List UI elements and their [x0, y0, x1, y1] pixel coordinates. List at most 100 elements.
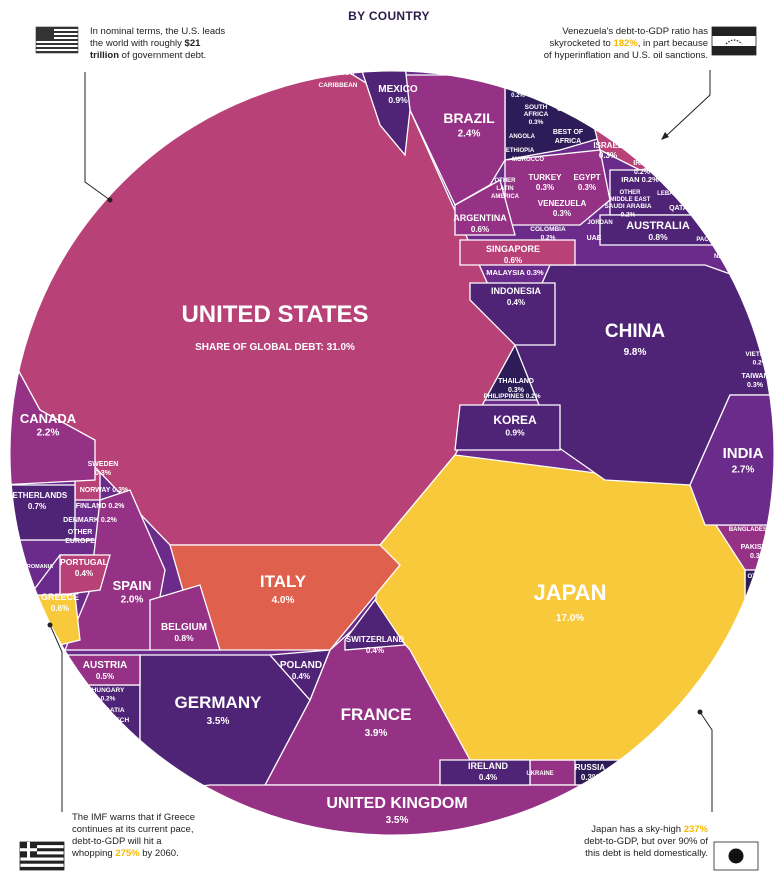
label-croatia: CROATIA: [95, 707, 124, 714]
value-sweden: 0.3%: [95, 470, 112, 477]
label-colombia: COLOMBIA: [530, 226, 566, 233]
venezuela-leader-line: [664, 70, 711, 138]
chart-cells: [10, 71, 774, 835]
greece-leader-dot: [47, 622, 53, 628]
chart-outline: [9, 70, 775, 836]
value-egypt: 0.3%: [578, 183, 596, 192]
value-iraq: 0.2%: [634, 169, 651, 176]
value-taiwan: 0.3%: [747, 382, 764, 389]
value-poland: 0.4%: [292, 672, 310, 681]
label-belgium: BELGIUM: [161, 622, 207, 633]
label-portugal: PORTUGAL: [60, 557, 108, 567]
label-czech: CZECH: [107, 717, 130, 724]
value-argentina: 0.6%: [471, 225, 489, 234]
label-denmark: DENMARK 0.2%: [63, 517, 117, 524]
cell-argentina: [454, 179, 516, 236]
label-other-europe-2: EUROPE: [65, 538, 95, 545]
label-other-latin-america-2: LATIN: [496, 186, 513, 192]
cell-ireland: [439, 759, 531, 786]
label-mexico: MEXICO: [378, 84, 418, 95]
value-colombia: 0.2%: [541, 235, 556, 242]
label-israel: ISRAEL: [593, 141, 622, 150]
value-israel: 0.3%: [599, 151, 617, 160]
label-other-middle-east-1: OTHER: [620, 190, 642, 196]
label-pac-isles: PAC ISLES: [696, 237, 727, 243]
greece-note: The IMF warns that if Greece continues a…: [72, 812, 204, 860]
label-morocco: MOROCCO: [512, 157, 544, 163]
value-pakistan: 0.3%: [750, 553, 767, 560]
us-note-text: In nominal terms, the U.S. leads the wor…: [90, 26, 226, 49]
label-turkey: TURKEY: [529, 173, 563, 182]
label-hungary: HUNGARY: [92, 687, 125, 694]
label-norway: NORWAY 0.3%: [80, 487, 129, 494]
label-netherlands: NETHERLANDS: [7, 491, 68, 500]
venezuela-flag-icon: [711, 26, 757, 56]
japan-flag-icon: [713, 841, 759, 871]
venezuela-leader-arrow: [661, 132, 669, 140]
label-indonesia: INDONESIA: [491, 286, 542, 296]
label-nigeria: NIGERIA: [505, 85, 531, 91]
cell-indonesia: [469, 282, 556, 346]
greece-leader-line: [49, 624, 63, 812]
japan-note-text: Japan has a sky-high: [591, 824, 684, 835]
value-india: 2.7%: [732, 464, 755, 475]
label-other-asia-2: ASIA: [751, 582, 766, 588]
label-egypt: EGYPT: [573, 173, 600, 182]
cell-belgium: [149, 584, 221, 651]
value-indonesia: 0.4%: [507, 298, 525, 307]
value-turkey: 0.3%: [536, 183, 554, 192]
venezuela-note-highlight: 182%: [613, 38, 638, 49]
label-thailand: THAILAND: [498, 378, 534, 385]
label-philippines: PHILIPPINES 0.2%: [483, 393, 540, 400]
us-note-bold: $21 trillion: [90, 38, 201, 61]
label-poland: POLAND: [280, 660, 322, 671]
value-nigeria: 0.2%: [511, 93, 525, 99]
cell-canada: [10, 299, 96, 486]
label-china: CHINA: [605, 321, 665, 342]
label-korea: KOREA: [493, 413, 537, 427]
label-switzerland: SWITZERLAND: [346, 635, 404, 644]
value-thailand: 0.3%: [508, 387, 525, 394]
label-united-states: UNITED STATES: [181, 301, 368, 328]
value-brazil: 2.4%: [458, 128, 481, 139]
value-russia: 0.3%: [581, 773, 599, 782]
value-ireland: 0.4%: [479, 773, 497, 782]
value-netherlands: 0.7%: [28, 502, 46, 511]
cell-australia: [599, 214, 716, 246]
chart-labels: UNITED STATES SHARE OF GLOBAL DEBT: 31.0%…: [7, 70, 776, 826]
label-qatar: QATAR: [669, 205, 693, 212]
value-germany: 3.5%: [207, 716, 230, 727]
cell-korea: [454, 404, 561, 451]
value-austria: 0.5%: [96, 672, 114, 681]
value-belgium: 0.8%: [174, 633, 194, 643]
label-ghana: GHANA: [557, 107, 580, 113]
label-venezuela: VENEZUELA: [538, 199, 587, 208]
label-ireland: IRELAND: [468, 761, 508, 771]
value-venezuela: 0.3%: [553, 209, 571, 218]
value-spain: 2.0%: [121, 594, 144, 605]
japan-leader-line: [699, 711, 713, 812]
greece-note-highlight: 275%: [115, 848, 140, 859]
label-other-asia-1: OTHER: [748, 574, 770, 580]
label-best-of-africa-2: AFRICA: [555, 138, 581, 145]
us-leader-dot: [107, 197, 113, 203]
japan-note-end: debt-to-GDP, but over 90% of this debt i…: [584, 836, 708, 859]
venezuela-note: Venezuela's debt-to-GDP ratio has skyroc…: [540, 26, 708, 62]
label-italy: ITALY: [260, 572, 307, 591]
value-australia: 0.8%: [648, 232, 668, 242]
label-saudi-arabia: SAUDI ARABIA: [604, 203, 651, 210]
value-greece: 0.6%: [51, 604, 69, 613]
chart-subtitle: BY COUNTRY: [348, 9, 430, 23]
label-ukraine: UKRAINE: [526, 771, 553, 777]
value-hungary: 0.2%: [101, 696, 116, 703]
label-russia: RUSSIA: [575, 763, 605, 772]
label-uae: UAE: [587, 235, 602, 242]
japan-note: Japan has a sky-high 237% debt-to-GDP, b…: [584, 824, 708, 860]
cell-mexico: [359, 71, 411, 157]
venezuela-note-text: Venezuela's debt-to-GDP ratio has skyroc…: [549, 26, 708, 49]
label-taiwan: TAIWAN: [741, 373, 768, 380]
label-puerto-rico: PUERTO RICO: [309, 70, 354, 77]
value-france: 3.9%: [365, 728, 388, 739]
